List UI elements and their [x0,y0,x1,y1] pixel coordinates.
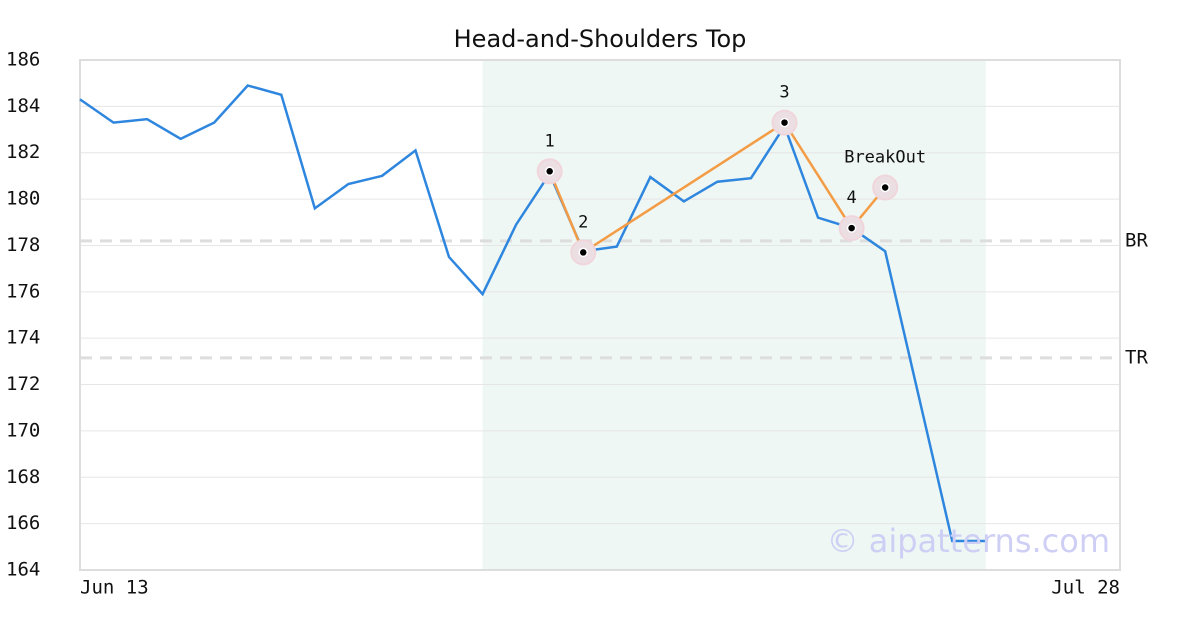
y-tick-label: 174 [6,327,40,349]
pattern-point [779,117,790,128]
y-tick-label: 172 [6,373,40,395]
plot-frame [79,59,1121,571]
y-tick-label: 180 [6,188,40,210]
y-tick-label: 166 [6,512,40,534]
y-tick-label: 184 [6,95,40,117]
y-tick-label: 168 [6,466,40,488]
level-label: BR [1125,229,1148,251]
pattern-label: 2 [578,212,588,232]
pattern-point [846,223,857,233]
price-line [79,84,986,543]
watermark: © aipatterns.com [827,522,1110,560]
y-tick-label: 170 [6,419,40,441]
y-tick-label: 186 [6,49,40,71]
pattern-point [544,166,555,177]
pattern-label: 3 [779,83,789,103]
pattern-region [482,60,986,570]
pattern-label: 4 [846,188,856,208]
pattern-label: BreakOut [844,148,926,168]
pattern-point [880,182,890,193]
x-tick-label: Jun 13 [80,577,149,599]
chart-title: Head-and-Shoulders Top [454,25,747,53]
x-tick-label: Jul 28 [1051,577,1120,599]
pattern-label: 1 [545,131,555,151]
y-tick-label: 178 [6,234,40,256]
y-tick-label: 182 [6,141,40,163]
y-tick-label: 176 [6,280,40,302]
y-tick-label: 164 [6,559,40,581]
pattern-point [578,247,588,258]
level-label: TR [1125,346,1148,368]
